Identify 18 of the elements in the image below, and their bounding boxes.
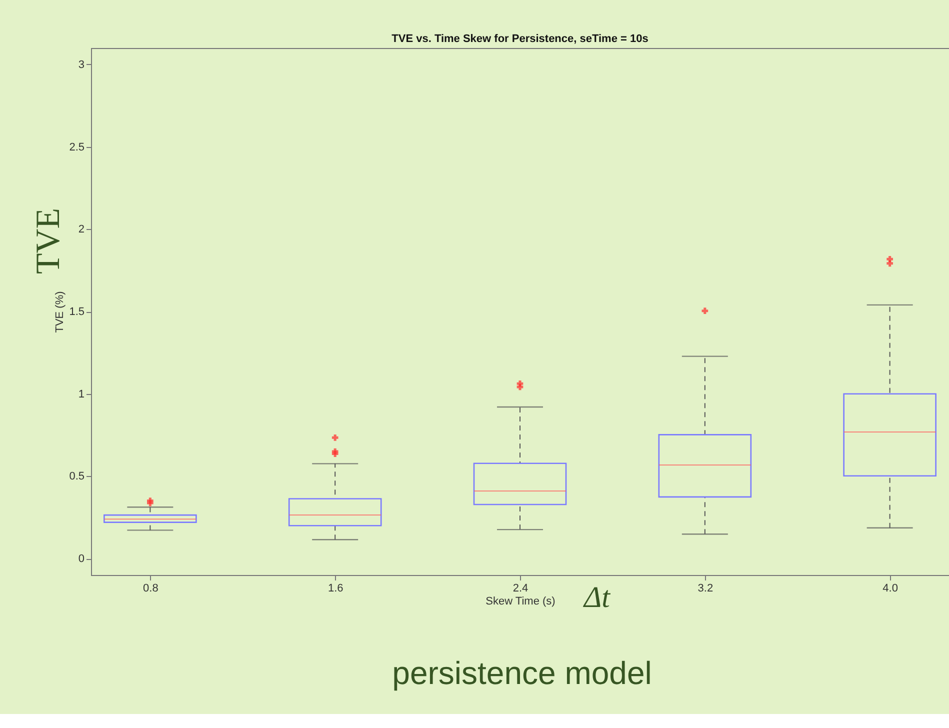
x-tick-label: 3.2 (698, 582, 714, 594)
y-tick-label: 3 (78, 58, 84, 71)
x-tick-label: 1.6 (328, 582, 344, 594)
y-tick-label: 1 (78, 388, 84, 400)
x-tick-label: 0.8 (143, 582, 158, 594)
text: Δt (583, 581, 611, 614)
x-tick-label: 4.0 (882, 582, 898, 594)
text: persistence model (392, 655, 652, 691)
y-tick-label: 2.5 (69, 141, 84, 154)
x-tick-label: 2.4 (512, 582, 528, 594)
y-tick-label: 0 (78, 553, 84, 566)
text: TVE (30, 208, 67, 274)
chart-title: TVE vs. Time Skew for Persistence, seTime = 10s (392, 33, 648, 45)
x-axis-title: Skew Time (s) (486, 596, 556, 608)
y-tick-label: 0.5 (69, 470, 84, 483)
y-axis-title: TVE (%) (54, 291, 66, 333)
y-tick-label: 2 (78, 224, 84, 236)
y-tick-label: 1.5 (69, 306, 84, 318)
